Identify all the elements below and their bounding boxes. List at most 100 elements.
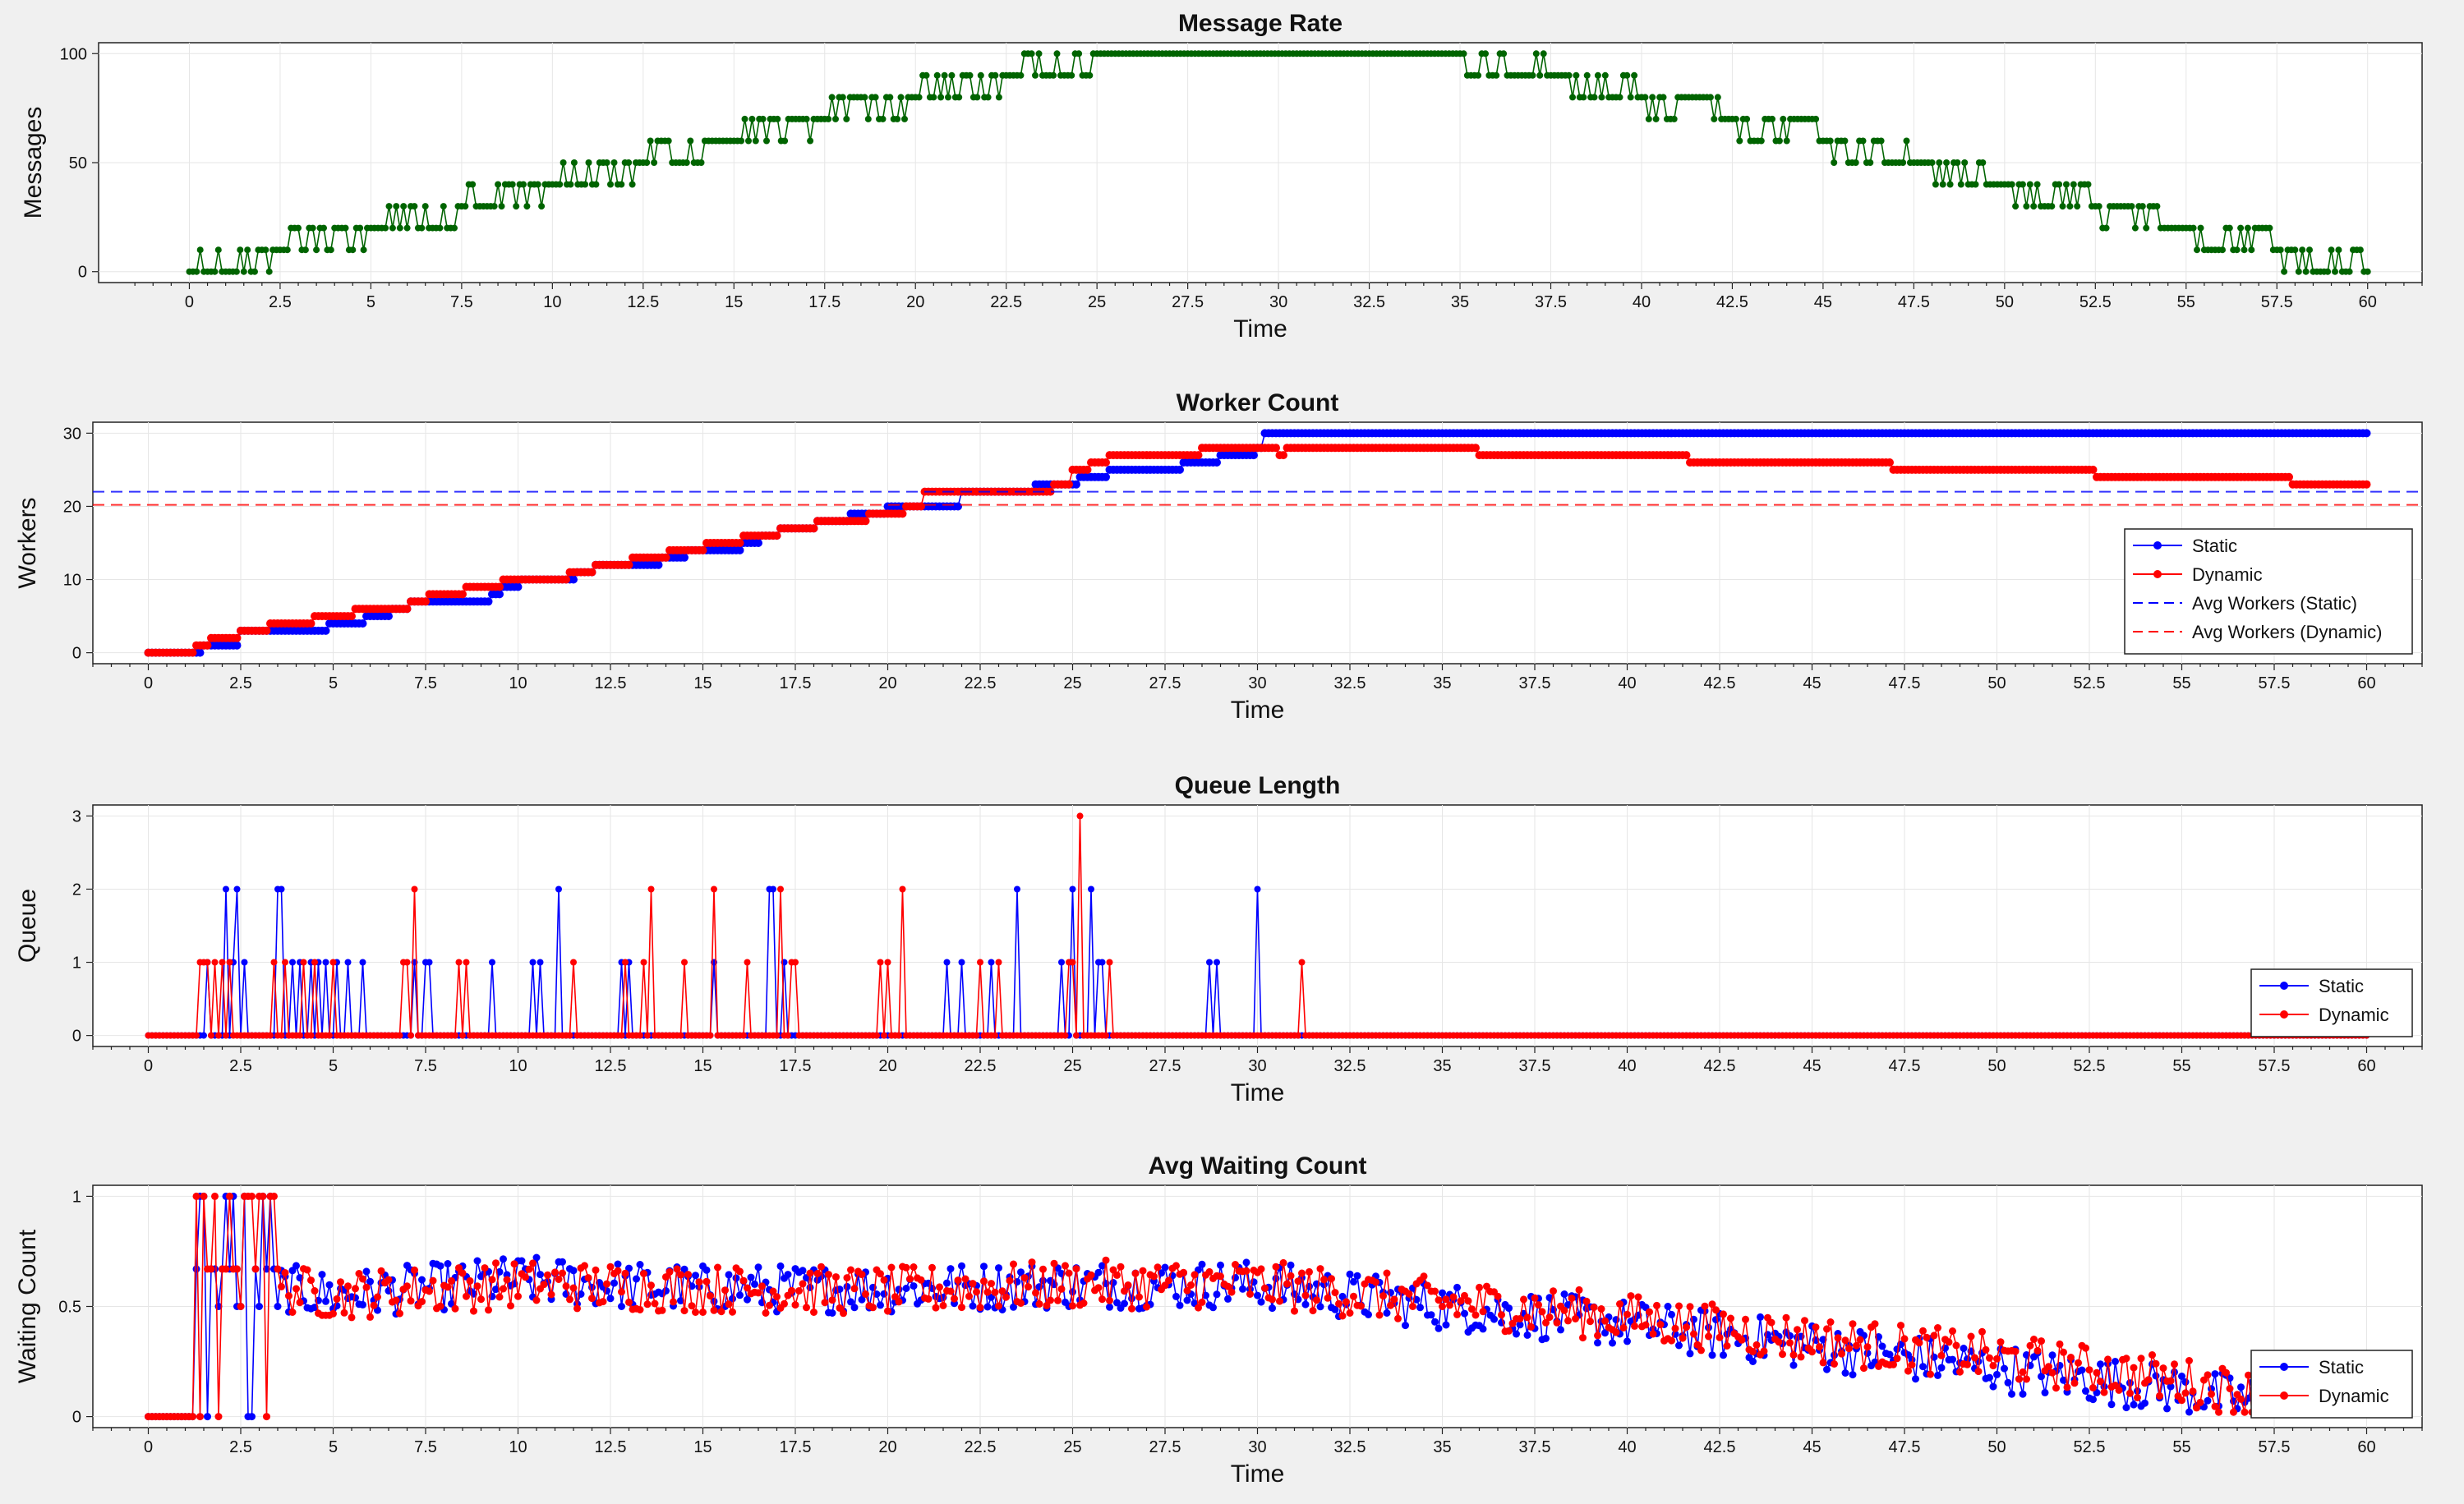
- data-point-static: [1505, 1304, 1513, 1312]
- data-point-dynamic: [1324, 1295, 1332, 1302]
- data-point-dynamic: [1546, 1313, 1554, 1321]
- data-point-static: [1668, 1311, 1675, 1318]
- data-point-static: [2363, 429, 2371, 437]
- data-point-dynamic: [647, 1281, 655, 1289]
- data-point-static: [1206, 959, 1213, 966]
- data-point-dynamic: [900, 886, 906, 893]
- data-point-dynamic: [1439, 1303, 1446, 1310]
- x-tick-label: 25: [1088, 293, 1106, 311]
- data-point-message-rate: [1769, 116, 1775, 122]
- data-point-dynamic: [2045, 1363, 2052, 1370]
- data-point-message-rate: [397, 225, 403, 232]
- x-tick-label: 15: [693, 1438, 712, 1456]
- data-point-dynamic: [607, 1263, 615, 1271]
- data-point-message-rate: [607, 182, 614, 188]
- data-point-dynamic: [755, 1289, 762, 1296]
- data-point-static: [655, 561, 663, 569]
- data-point-dynamic: [644, 1300, 652, 1308]
- data-point-static: [322, 627, 330, 635]
- data-point-message-rate: [2023, 203, 2029, 209]
- data-point-message-rate: [992, 72, 998, 79]
- data-point-static: [1273, 1275, 1280, 1282]
- data-point-message-rate: [742, 116, 748, 122]
- data-point-message-rate: [418, 225, 425, 232]
- data-point-dynamic: [2015, 1376, 2023, 1383]
- data-point-static: [2141, 1400, 2149, 1407]
- data-point-dynamic: [1058, 1286, 1066, 1293]
- data-point-dynamic: [785, 1033, 791, 1039]
- data-point-dynamic: [641, 959, 647, 966]
- data-point-message-rate: [567, 182, 573, 188]
- data-point-message-rate: [1831, 159, 1837, 166]
- x-tick-label: 37.5: [1535, 293, 1567, 311]
- data-point-static: [1254, 1292, 1261, 1299]
- x-tick-label: 57.5: [2259, 1057, 2291, 1075]
- data-point-static: [569, 576, 578, 584]
- data-point-dynamic: [2067, 1354, 2075, 1361]
- data-point-static: [289, 959, 296, 966]
- data-point-dynamic: [2116, 1387, 2123, 1394]
- data-point-message-rate: [1054, 50, 1061, 57]
- data-point-message-rate: [2056, 182, 2062, 188]
- data-point-message-rate: [237, 246, 243, 253]
- data-point-message-rate: [1736, 138, 1743, 145]
- data-point-static: [2126, 1379, 2134, 1387]
- data-point-dynamic: [973, 1288, 980, 1295]
- data-point-message-rate: [2198, 225, 2204, 232]
- data-point-message-rate: [499, 203, 505, 209]
- data-point-static: [530, 959, 537, 966]
- data-point-message-rate: [1649, 94, 1656, 100]
- data-point-dynamic: [2060, 1349, 2067, 1356]
- data-point-dynamic: [1376, 1312, 1384, 1319]
- data-point-dynamic: [1150, 1273, 1158, 1281]
- data-point-dynamic: [274, 1265, 282, 1272]
- data-point-dynamic: [1968, 1333, 1975, 1341]
- data-point-dynamic: [1705, 1333, 1712, 1341]
- data-point-dynamic: [1517, 1315, 1524, 1322]
- data-point-dynamic: [906, 1276, 914, 1283]
- data-point-dynamic: [2167, 1378, 2175, 1385]
- data-point-dynamic: [928, 1264, 936, 1272]
- data-point-dynamic: [992, 1289, 999, 1296]
- data-point-dynamic: [736, 1267, 744, 1275]
- data-point-static: [2204, 1397, 2212, 1405]
- data-point-dynamic: [363, 1284, 371, 1291]
- data-point-message-rate: [592, 182, 599, 188]
- data-point-static: [1269, 1304, 1276, 1312]
- data-point-static: [988, 959, 995, 966]
- data-point-dynamic: [1002, 1294, 1010, 1301]
- data-point-message-rate: [873, 94, 879, 100]
- data-point-dynamic: [918, 1276, 925, 1284]
- data-point-message-rate: [411, 203, 417, 209]
- data-point-message-rate: [760, 116, 767, 122]
- data-point-dynamic: [2082, 1345, 2089, 1352]
- data-point-message-rate: [829, 94, 836, 100]
- y-tick-label: 100: [60, 45, 87, 63]
- data-point-message-rate: [1780, 116, 1786, 122]
- data-point-message-rate: [535, 182, 541, 188]
- data-point-message-rate: [2266, 225, 2273, 232]
- data-point-message-rate: [1482, 50, 1489, 57]
- data-point-dynamic: [233, 1265, 241, 1272]
- y-axis-label: Workers: [14, 497, 41, 588]
- data-point-static: [662, 1287, 670, 1295]
- data-point-static: [1213, 458, 1221, 467]
- data-point-message-rate: [978, 72, 984, 79]
- data-point-static: [248, 1413, 256, 1420]
- data-point-dynamic: [223, 1033, 229, 1039]
- data-point-dynamic: [1165, 1276, 1172, 1284]
- data-point-message-rate: [1628, 94, 1634, 100]
- data-point-dynamic: [677, 1271, 684, 1278]
- data-point-dynamic: [678, 1033, 684, 1039]
- data-point-dynamic: [359, 1276, 366, 1283]
- data-point-message-rate: [942, 72, 948, 79]
- data-point-static: [748, 1274, 755, 1281]
- data-point-dynamic: [500, 1286, 507, 1293]
- data-point-dynamic: [2101, 1389, 2108, 1396]
- data-point-dynamic: [504, 1276, 511, 1284]
- x-tick-label: 27.5: [1172, 293, 1204, 311]
- data-point-dynamic: [1066, 1270, 1073, 1277]
- data-point-dynamic: [1749, 1348, 1757, 1355]
- data-point-message-rate: [2070, 182, 2077, 188]
- data-point-message-rate: [2241, 246, 2248, 253]
